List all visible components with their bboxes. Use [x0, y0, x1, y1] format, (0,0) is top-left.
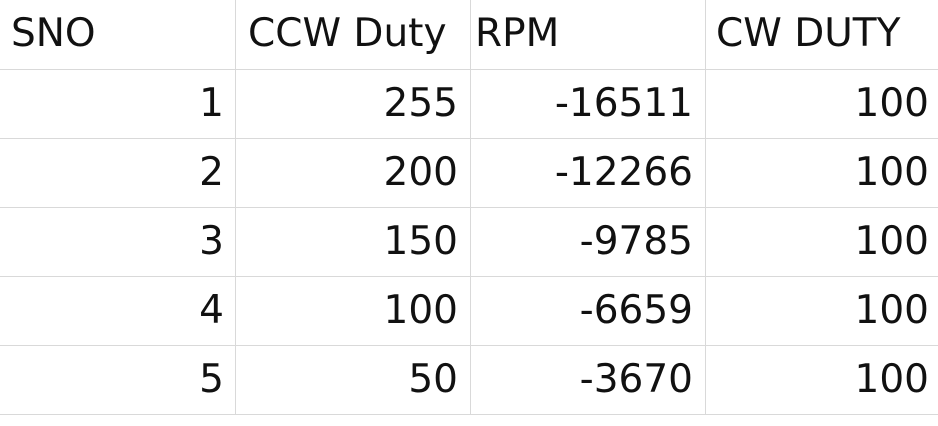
- cell-rpm[interactable]: -16511: [470, 69, 706, 139]
- table-row: 4 100 -6659 100: [0, 276, 938, 346]
- cell-cw-duty[interactable]: 100: [705, 207, 938, 277]
- cell-cw-duty[interactable]: 100: [705, 345, 938, 415]
- cell-sno[interactable]: 2: [0, 138, 236, 208]
- cell-ccw-duty[interactable]: 50: [235, 345, 471, 415]
- cell-ccw-duty[interactable]: 100: [235, 276, 471, 346]
- cell-rpm[interactable]: -3670: [470, 345, 706, 415]
- header-cell-ccw-duty[interactable]: CCW Duty: [235, 0, 471, 70]
- cell-sno[interactable]: 5: [0, 345, 236, 415]
- cell-rpm[interactable]: -12266: [470, 138, 706, 208]
- cell-ccw-duty[interactable]: 150: [235, 207, 471, 277]
- header-row: SNO CCW Duty RPM CW DUTY: [0, 0, 938, 70]
- data-table: SNO CCW Duty RPM CW DUTY 1 255 -16511 10…: [0, 0, 938, 415]
- header-cell-cw-duty[interactable]: CW DUTY: [705, 0, 938, 70]
- table-row: 2 200 -12266 100: [0, 138, 938, 208]
- cell-cw-duty[interactable]: 100: [705, 138, 938, 208]
- cell-rpm[interactable]: -6659: [470, 276, 706, 346]
- cell-sno[interactable]: 3: [0, 207, 236, 277]
- table-row: 1 255 -16511 100: [0, 69, 938, 139]
- header-cell-sno[interactable]: SNO: [0, 0, 236, 70]
- table-row: 5 50 -3670 100: [0, 345, 938, 415]
- header-cell-rpm[interactable]: RPM: [470, 0, 706, 70]
- cell-rpm[interactable]: -9785: [470, 207, 706, 277]
- cell-sno[interactable]: 4: [0, 276, 236, 346]
- cell-ccw-duty[interactable]: 255: [235, 69, 471, 139]
- cell-ccw-duty[interactable]: 200: [235, 138, 471, 208]
- cell-sno[interactable]: 1: [0, 69, 236, 139]
- cell-cw-duty[interactable]: 100: [705, 276, 938, 346]
- table-row: 3 150 -9785 100: [0, 207, 938, 277]
- cell-cw-duty[interactable]: 100: [705, 69, 938, 139]
